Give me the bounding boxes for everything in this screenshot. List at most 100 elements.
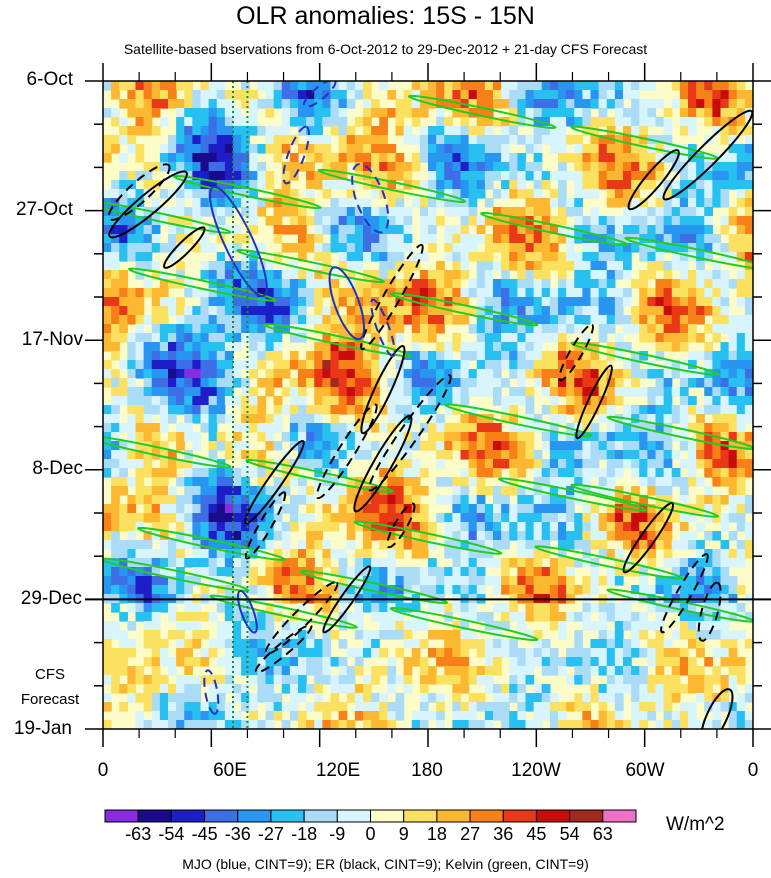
heatmap-cell — [224, 126, 234, 136]
heatmap-cell — [444, 603, 453, 613]
heatmap-cell — [501, 639, 510, 649]
heatmap-cell — [468, 441, 478, 451]
heatmap-cell — [590, 666, 600, 676]
heatmap-cell — [192, 369, 202, 379]
heatmap-cell — [679, 333, 689, 343]
er-contour — [108, 170, 188, 239]
heatmap-cell — [428, 693, 437, 703]
heatmap-cell — [419, 144, 429, 154]
heatmap-cell — [688, 270, 697, 280]
heatmap-cell — [338, 711, 348, 721]
heatmap-cell — [168, 252, 177, 262]
heatmap-cell — [655, 225, 665, 235]
heatmap-cell — [192, 468, 202, 478]
heatmap-cell — [281, 207, 291, 217]
heatmap-cell — [484, 513, 494, 523]
heatmap-cell — [346, 693, 356, 703]
heatmap-cell — [484, 522, 494, 532]
heatmap-cell — [696, 216, 705, 226]
heatmap-cell — [103, 279, 112, 289]
heatmap-cell — [712, 549, 722, 559]
heatmap-cell — [224, 351, 234, 361]
heatmap-cell — [509, 531, 518, 541]
heatmap-cell — [127, 621, 137, 631]
heatmap-cell — [257, 288, 267, 298]
heatmap-cell — [517, 621, 527, 631]
heatmap-cell — [598, 135, 608, 145]
heatmap-cell — [541, 405, 551, 415]
heatmap-cell — [744, 198, 753, 208]
heatmap-cell — [403, 540, 413, 550]
heatmap-cell — [688, 117, 697, 127]
heatmap-cell — [590, 90, 600, 100]
heatmap-cell — [744, 135, 753, 145]
heatmap-cell — [671, 279, 681, 289]
heatmap-cell — [679, 90, 689, 100]
heatmap-cell — [533, 333, 543, 343]
heatmap-cell — [159, 270, 169, 280]
heatmap-cell — [574, 162, 583, 172]
heatmap-cell — [696, 189, 705, 199]
heatmap-cell — [119, 153, 128, 163]
heatmap-cell — [265, 297, 275, 307]
heatmap-cell — [281, 432, 291, 442]
heatmap-cell — [411, 639, 421, 649]
heatmap-cell — [655, 351, 665, 361]
heatmap-cell — [346, 477, 356, 487]
heatmap-cell — [517, 351, 527, 361]
heatmap-cell — [119, 315, 128, 325]
heatmap-cell — [582, 477, 592, 487]
heatmap-cell — [679, 378, 689, 388]
heatmap-cell — [119, 576, 128, 586]
heatmap-cell — [322, 306, 332, 316]
heatmap-cell — [387, 144, 397, 154]
heatmap-cell — [509, 342, 518, 352]
heatmap-cell — [395, 216, 405, 226]
heatmap-cell — [444, 180, 453, 190]
heatmap-cell — [590, 468, 600, 478]
heatmap-cell — [428, 666, 437, 676]
heatmap-cell — [241, 171, 250, 181]
heatmap-cell — [395, 108, 405, 118]
heatmap-cell — [314, 369, 323, 379]
heatmap-cell — [281, 477, 291, 487]
heatmap-cell — [241, 333, 250, 343]
heatmap-cell — [598, 108, 608, 118]
heatmap-cell — [330, 396, 340, 406]
heatmap-cell — [387, 567, 397, 577]
heatmap-cell — [736, 513, 746, 523]
heatmap-cell — [159, 702, 169, 712]
heatmap-cell — [306, 450, 315, 460]
heatmap-cell — [509, 387, 518, 397]
heatmap-cell — [704, 306, 713, 316]
heatmap-cell — [736, 720, 746, 729]
heatmap-cell — [208, 396, 218, 406]
heatmap-cell — [614, 504, 624, 514]
heatmap-cell — [273, 585, 283, 595]
heatmap-cell — [476, 315, 486, 325]
heatmap-cell — [265, 198, 275, 208]
heatmap-cell — [631, 648, 640, 658]
heatmap-cell — [736, 459, 746, 469]
heatmap-cell — [452, 639, 462, 649]
heatmap-cell — [241, 279, 250, 289]
heatmap-cell — [736, 585, 746, 595]
heatmap-cell — [541, 423, 551, 433]
heatmap-cell — [281, 279, 291, 289]
heatmap-cell — [452, 270, 462, 280]
heatmap-cell — [728, 333, 738, 343]
heatmap-cell — [224, 189, 234, 199]
heatmap-cell — [151, 225, 161, 235]
heatmap-cell — [103, 81, 112, 91]
heatmap-cell — [119, 270, 128, 280]
heatmap-cell — [411, 99, 421, 109]
heatmap-cell — [281, 225, 291, 235]
heatmap-cell — [468, 180, 478, 190]
heatmap-cell — [192, 612, 202, 622]
heatmap-cell — [371, 270, 380, 280]
heatmap-cell — [614, 567, 624, 577]
heatmap-cell — [493, 459, 502, 469]
heatmap-cell — [257, 468, 267, 478]
heatmap-cell — [143, 333, 153, 343]
heatmap-cell — [224, 639, 234, 649]
